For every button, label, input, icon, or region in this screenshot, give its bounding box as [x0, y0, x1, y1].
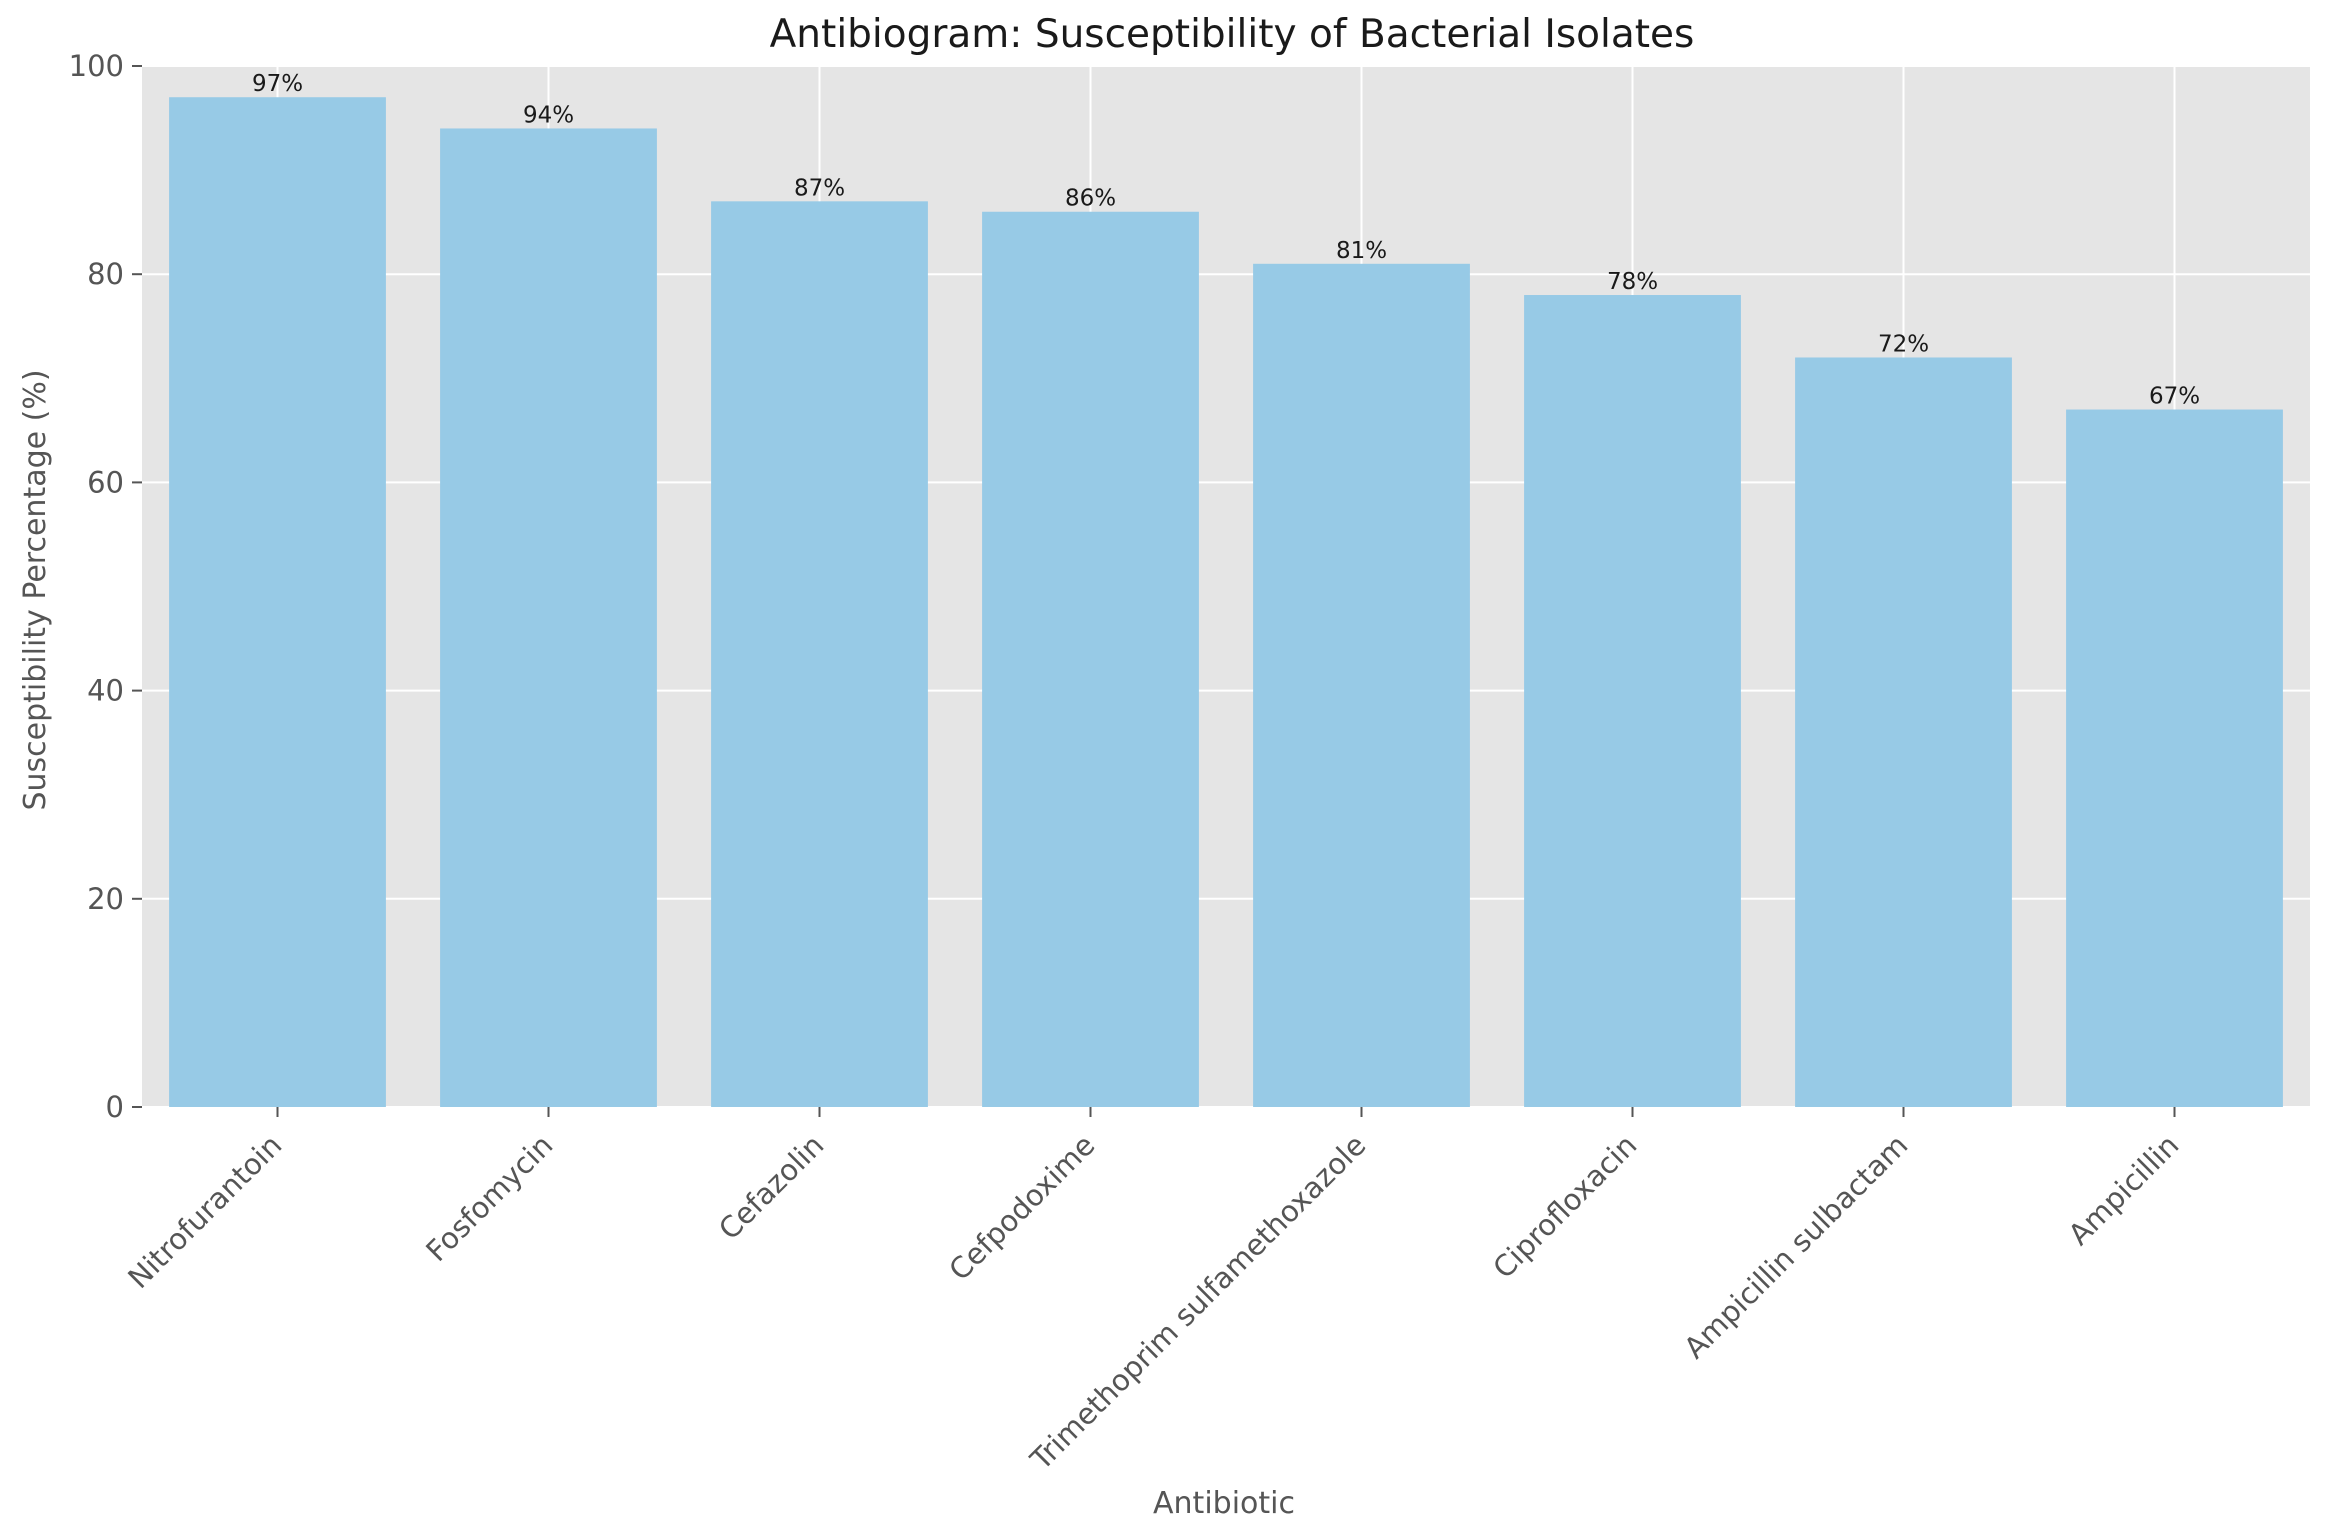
- bar-value-label: 97%: [252, 71, 303, 97]
- bars: [169, 97, 2283, 1108]
- y-tick-label: 20: [87, 882, 124, 916]
- bar-value-label: 78%: [1607, 269, 1658, 295]
- bar: [1253, 263, 1470, 1107]
- y-tick-label: 100: [69, 49, 124, 83]
- x-tick-label: Ciprofloxacin: [1486, 1128, 1643, 1285]
- y-axis-title: Susceptibility Percentage (%): [18, 369, 53, 810]
- bar-value-label: 94%: [523, 102, 574, 128]
- bar-value-label: 67%: [2149, 384, 2200, 410]
- y-tick-label: 40: [87, 674, 124, 708]
- y-axis: 0 20 40 60 80 100: [69, 49, 142, 1124]
- bar: [2066, 409, 2283, 1107]
- bar-value-label: 81%: [1336, 238, 1387, 264]
- x-tick-label: Fosfomycin: [419, 1128, 559, 1268]
- x-tick-label: Ampicillin sulbactam: [1677, 1128, 1914, 1365]
- bar: [1795, 357, 2012, 1108]
- x-axis-title: Antibiotic: [1153, 1486, 1295, 1521]
- bar-value-label: 86%: [1065, 186, 1116, 212]
- bar: [982, 211, 1199, 1108]
- x-tick-label: Cefpodoxime: [942, 1128, 1101, 1287]
- chart-title: Antibiogram: Susceptibility of Bacterial…: [770, 12, 1695, 57]
- bar: [169, 97, 386, 1108]
- bar: [711, 201, 928, 1107]
- x-tick-label: Cefazolin: [712, 1128, 830, 1246]
- data-labels: 97% 94% 87% 86% 81% 78% 72% 67%: [252, 71, 2200, 409]
- y-tick-label: 80: [87, 257, 124, 291]
- x-axis: Nitrofurantoin Fosfomycin Cefazolin Cefpodo…: [121, 1107, 2185, 1477]
- y-tick-label: 60: [87, 465, 124, 499]
- x-tick-label: Trimethoprim sulfamethoxazole: [1023, 1128, 1372, 1477]
- y-tick-label: 0: [106, 1090, 124, 1124]
- bar-value-label: 87%: [794, 175, 845, 201]
- bar-value-label: 72%: [1878, 331, 1929, 357]
- x-tick-label: Ampicillin: [2062, 1128, 2186, 1252]
- x-tick-label: Nitrofurantoin: [121, 1128, 288, 1295]
- bar: [440, 128, 657, 1107]
- bar: [1524, 295, 1741, 1107]
